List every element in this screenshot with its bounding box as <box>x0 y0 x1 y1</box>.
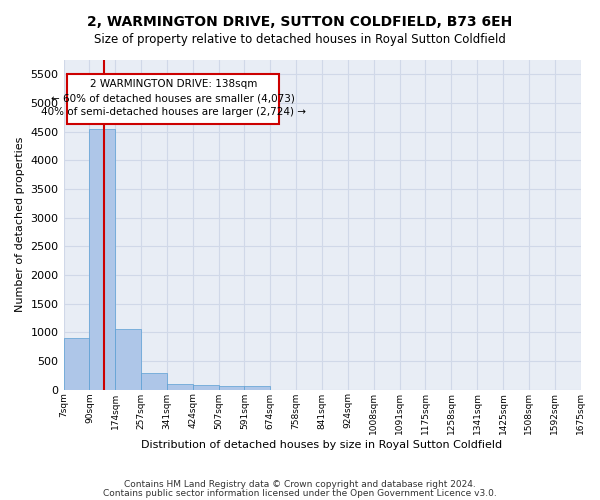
Text: Contains HM Land Registry data © Crown copyright and database right 2024.: Contains HM Land Registry data © Crown c… <box>124 480 476 489</box>
Bar <box>218 386 244 390</box>
Text: ← 60% of detached houses are smaller (4,073): ← 60% of detached houses are smaller (4,… <box>52 93 295 103</box>
Bar <box>115 329 141 390</box>
Bar <box>193 385 218 390</box>
Text: Contains public sector information licensed under the Open Government Licence v3: Contains public sector information licen… <box>103 488 497 498</box>
Text: Size of property relative to detached houses in Royal Sutton Coldfield: Size of property relative to detached ho… <box>94 32 506 46</box>
Bar <box>244 386 271 390</box>
Text: 2, WARMINGTON DRIVE, SUTTON COLDFIELD, B73 6EH: 2, WARMINGTON DRIVE, SUTTON COLDFIELD, B… <box>88 15 512 29</box>
Text: 2 WARMINGTON DRIVE: 138sqm: 2 WARMINGTON DRIVE: 138sqm <box>90 79 257 89</box>
Bar <box>64 338 89 390</box>
FancyBboxPatch shape <box>67 74 280 124</box>
Bar <box>141 373 167 390</box>
Text: 40% of semi-detached houses are larger (2,724) →: 40% of semi-detached houses are larger (… <box>41 107 306 117</box>
X-axis label: Distribution of detached houses by size in Royal Sutton Coldfield: Distribution of detached houses by size … <box>142 440 503 450</box>
Bar <box>89 129 115 390</box>
Y-axis label: Number of detached properties: Number of detached properties <box>15 137 25 312</box>
Bar <box>167 384 193 390</box>
